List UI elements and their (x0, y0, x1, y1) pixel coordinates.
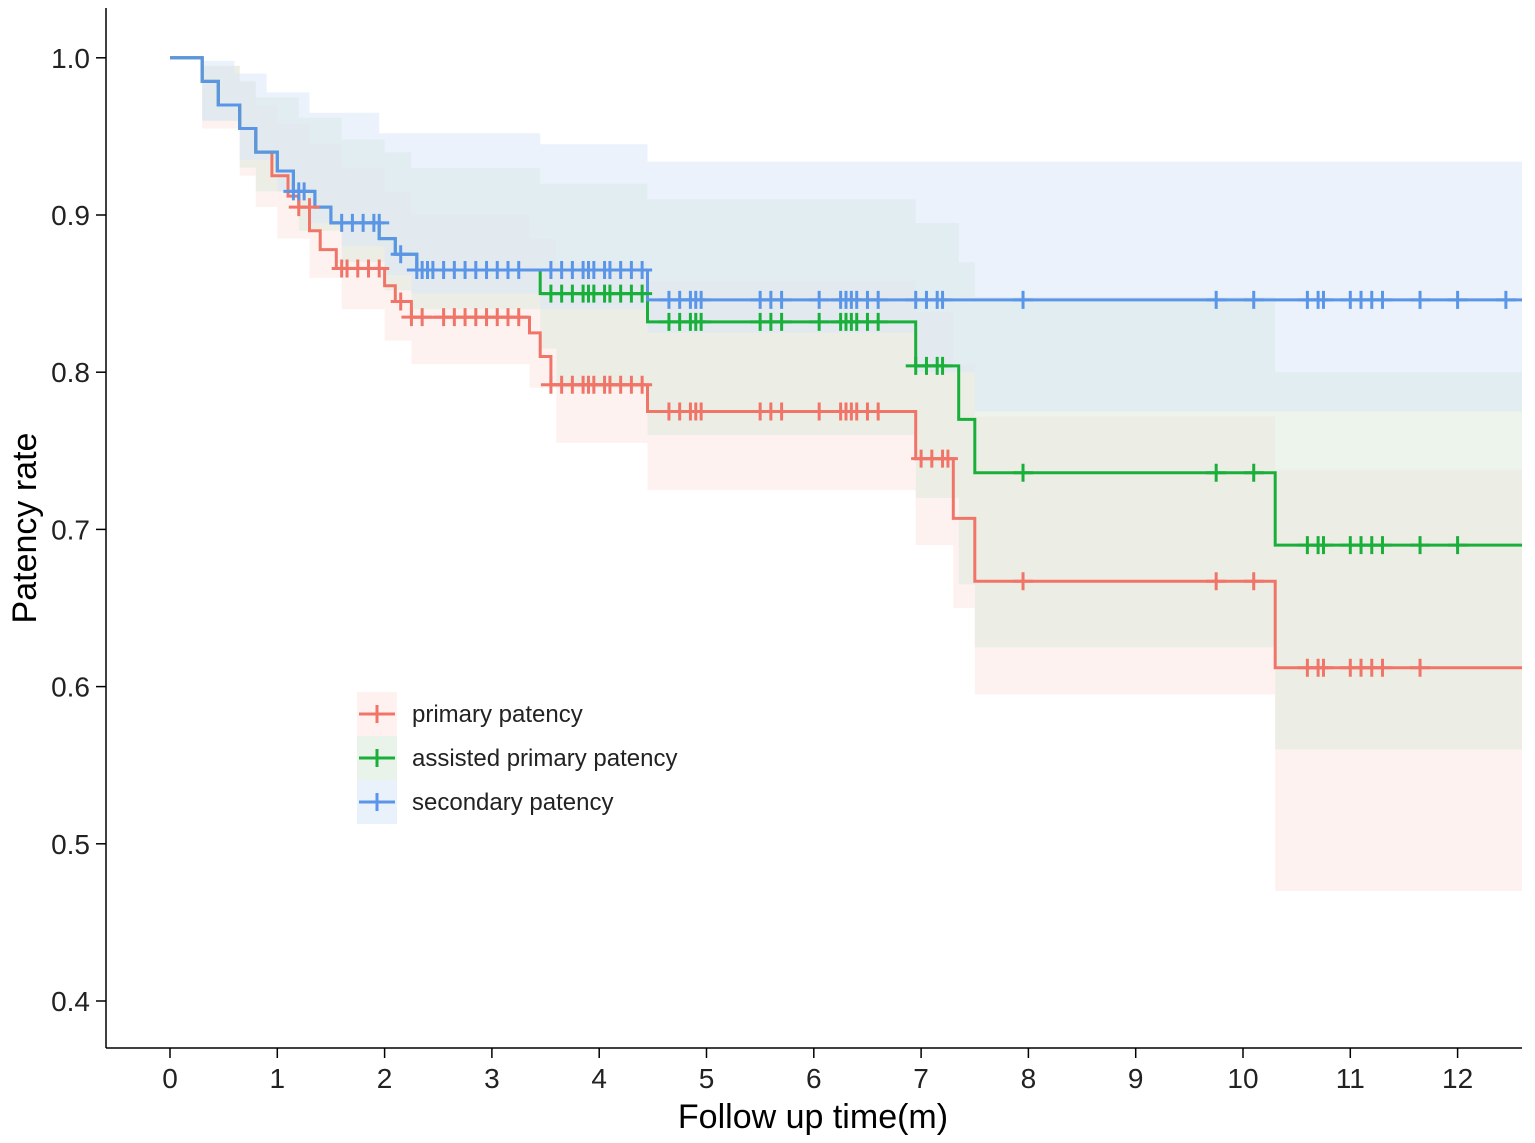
legend-key-mark (367, 705, 387, 723)
legend-label: assisted primary patency (412, 745, 677, 772)
legend-label: secondary patency (412, 789, 613, 816)
y-tick-label: 0.8 (51, 357, 90, 388)
censor-mark (1013, 572, 1034, 591)
censor-mark (390, 292, 411, 311)
censor-mark (1447, 536, 1468, 555)
censor-mark (691, 402, 712, 421)
x-ticks: 0 1 2 3 4 5 6 7 8 9 10 11 12 (162, 1048, 1473, 1094)
x-tick-label: 9 (1128, 1063, 1144, 1094)
censor-mark (691, 312, 712, 331)
censor-mark (932, 290, 953, 309)
x-tick-label: 8 (1021, 1063, 1037, 1094)
y-tick-label: 0.6 (51, 672, 90, 703)
censor-marks (283, 182, 1516, 677)
y-tick-label: 0.9 (51, 200, 90, 231)
censor-mark (369, 213, 390, 232)
censor-mark (1372, 536, 1393, 555)
ci-band-2 (170, 57, 1522, 412)
censor-mark (868, 312, 889, 331)
legend: primary patency assisted primary patency s… (357, 692, 677, 824)
y-ticks: 0.4 0.5 0.6 0.7 0.8 0.9 1.0 (51, 43, 106, 1017)
censor-mark (1206, 463, 1227, 482)
x-tick-label: 12 (1442, 1063, 1473, 1094)
x-axis-title: Follow up time(m) (678, 1098, 948, 1136)
x-tick-label: 2 (377, 1063, 393, 1094)
censor-mark (809, 312, 830, 331)
censor-mark (1495, 290, 1516, 309)
censor-mark (632, 261, 653, 280)
censor-mark (1243, 572, 1264, 591)
legend-key-mark (367, 749, 387, 767)
censor-mark (632, 375, 653, 394)
censor-mark (771, 290, 792, 309)
censor-mark (1206, 290, 1227, 309)
y-tick-label: 0.5 (51, 829, 90, 860)
censor-mark (299, 198, 320, 217)
censor-mark (1410, 658, 1431, 677)
censor-mark (369, 259, 390, 278)
censor-mark (1313, 536, 1334, 555)
censor-mark (771, 312, 792, 331)
y-axis-title: Patency rate (6, 433, 44, 624)
y-tick-label: 0.7 (51, 514, 90, 545)
censor-mark (508, 261, 529, 280)
censor-mark (1243, 463, 1264, 482)
censor-mark (294, 182, 315, 201)
censor-mark (632, 284, 653, 303)
censor-mark (412, 308, 433, 327)
censor-mark (868, 402, 889, 421)
y-tick-label: 0.4 (51, 986, 90, 1017)
censor-mark (809, 290, 830, 309)
x-tick-label: 7 (913, 1063, 929, 1094)
y-tick-label: 1.0 (51, 43, 90, 74)
censor-mark (691, 290, 712, 309)
censor-mark (1013, 290, 1034, 309)
legend-key-mark (367, 793, 387, 811)
x-tick-label: 10 (1227, 1063, 1258, 1094)
censor-mark (771, 402, 792, 421)
censor-mark (1447, 290, 1468, 309)
censor-mark (937, 449, 958, 468)
censor-mark (809, 402, 830, 421)
x-tick-label: 6 (806, 1063, 822, 1094)
censor-mark (1243, 290, 1264, 309)
x-tick-label: 11 (1336, 1063, 1365, 1094)
censor-mark (390, 245, 411, 264)
censor-mark (1372, 290, 1393, 309)
censor-mark (1313, 290, 1334, 309)
x-tick-label: 0 (162, 1063, 178, 1094)
legend-label: primary patency (412, 701, 583, 728)
censor-mark (932, 356, 953, 375)
x-tick-label: 5 (699, 1063, 715, 1094)
censor-mark (1013, 463, 1034, 482)
censor-mark (868, 290, 889, 309)
censor-mark (1410, 536, 1431, 555)
x-tick-label: 1 (270, 1063, 286, 1094)
censor-mark (1206, 572, 1227, 591)
censor-mark (508, 308, 529, 327)
x-tick-label: 4 (591, 1063, 607, 1094)
censor-mark (1372, 658, 1393, 677)
censor-mark (1313, 658, 1334, 677)
censor-mark (1410, 290, 1431, 309)
x-tick-label: 3 (484, 1063, 500, 1094)
